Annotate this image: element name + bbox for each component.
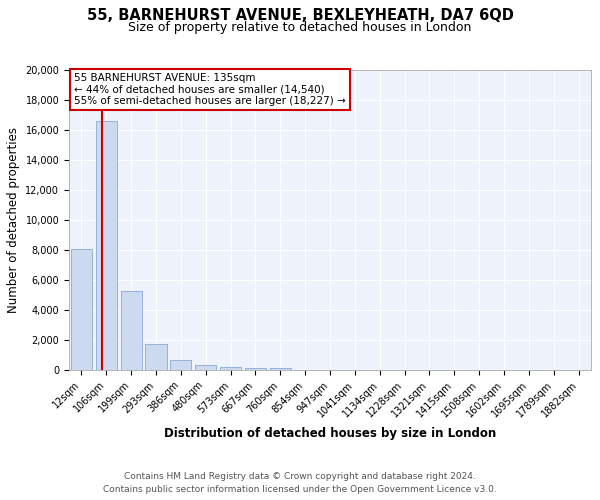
Bar — [195, 365, 216, 370]
Text: Size of property relative to detached houses in London: Size of property relative to detached ho… — [128, 21, 472, 34]
Bar — [270, 368, 291, 370]
Bar — [245, 368, 266, 370]
Bar — [220, 367, 241, 370]
Y-axis label: Number of detached properties: Number of detached properties — [7, 127, 20, 313]
Bar — [145, 344, 167, 370]
X-axis label: Distribution of detached houses by size in London: Distribution of detached houses by size … — [164, 428, 496, 440]
Bar — [71, 249, 92, 370]
Bar — [96, 121, 117, 370]
Text: 55, BARNEHURST AVENUE, BEXLEYHEATH, DA7 6QD: 55, BARNEHURST AVENUE, BEXLEYHEATH, DA7 … — [86, 8, 514, 22]
Bar — [170, 360, 191, 370]
Text: Contains public sector information licensed under the Open Government Licence v3: Contains public sector information licen… — [103, 485, 497, 494]
Bar — [121, 290, 142, 370]
Text: 55 BARNEHURST AVENUE: 135sqm
← 44% of detached houses are smaller (14,540)
55% o: 55 BARNEHURST AVENUE: 135sqm ← 44% of de… — [74, 73, 346, 106]
Text: Contains HM Land Registry data © Crown copyright and database right 2024.: Contains HM Land Registry data © Crown c… — [124, 472, 476, 481]
